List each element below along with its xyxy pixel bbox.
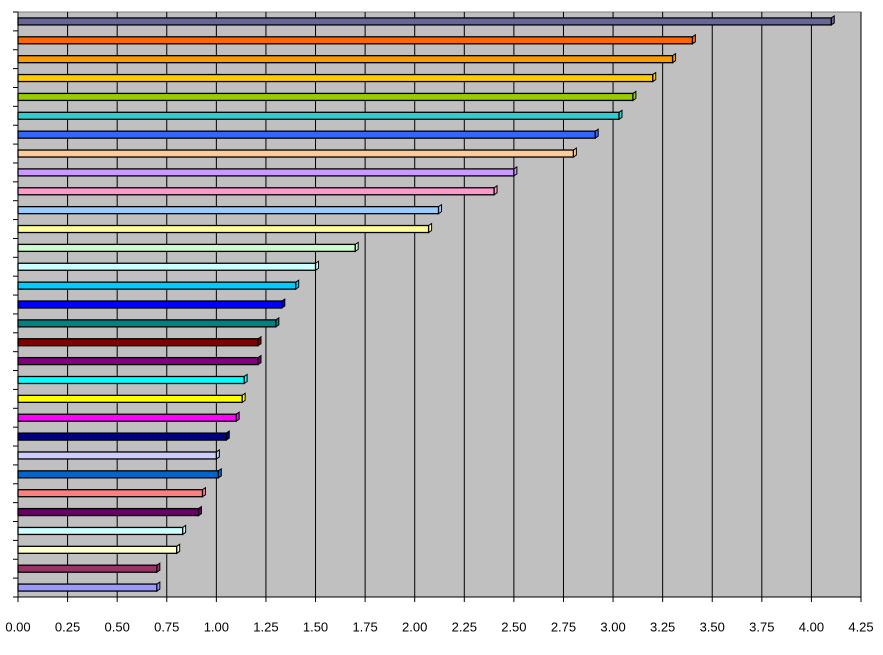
bar (17, 205, 440, 215)
bar (17, 394, 243, 404)
bar (17, 319, 277, 328)
bar (17, 375, 245, 385)
bar (17, 92, 634, 102)
x-tick-label: 2.25 (452, 619, 477, 634)
x-tick-label: 2.50 (501, 619, 526, 634)
bar (17, 168, 515, 177)
bar (17, 583, 158, 592)
x-tick-label: 1.00 (204, 619, 229, 634)
x-tick-label: 3.25 (650, 619, 675, 634)
bar (17, 36, 694, 45)
x-tick-label: 1.25 (253, 619, 278, 634)
bar (17, 262, 317, 271)
x-tick-label: 0.00 (5, 619, 30, 634)
x-tick-label: 0.50 (105, 619, 130, 634)
bar (17, 356, 259, 366)
bar (17, 507, 200, 517)
bar (17, 526, 184, 536)
x-tick-label: 0.25 (55, 619, 80, 634)
bar (17, 413, 237, 422)
bar (17, 149, 575, 158)
bar (17, 224, 430, 234)
bar (17, 281, 297, 290)
x-tick-label: 1.50 (303, 619, 328, 634)
bar (17, 545, 178, 554)
x-tick-label: 3.75 (749, 619, 774, 634)
x-tick-label: 3.50 (700, 619, 725, 634)
bar (17, 55, 674, 64)
bar (17, 111, 620, 120)
bar (17, 564, 158, 573)
x-tick-label: 4.25 (848, 619, 873, 634)
x-tick-label: 2.00 (402, 619, 427, 634)
x-tick-label: 3.00 (600, 619, 625, 634)
bar (17, 187, 495, 196)
bar (17, 470, 219, 479)
x-tick-label: 0.75 (154, 619, 179, 634)
bar (17, 300, 283, 309)
bar (17, 243, 356, 253)
x-tick-label: 4.00 (799, 619, 824, 634)
bar (17, 130, 596, 139)
bar (17, 17, 832, 26)
bar (17, 489, 204, 498)
x-tick-label: 2.75 (551, 619, 576, 634)
bar (17, 451, 218, 460)
bar (17, 338, 259, 347)
x-tick-label: 1.75 (352, 619, 377, 634)
bar (17, 73, 654, 83)
bar (17, 432, 227, 441)
